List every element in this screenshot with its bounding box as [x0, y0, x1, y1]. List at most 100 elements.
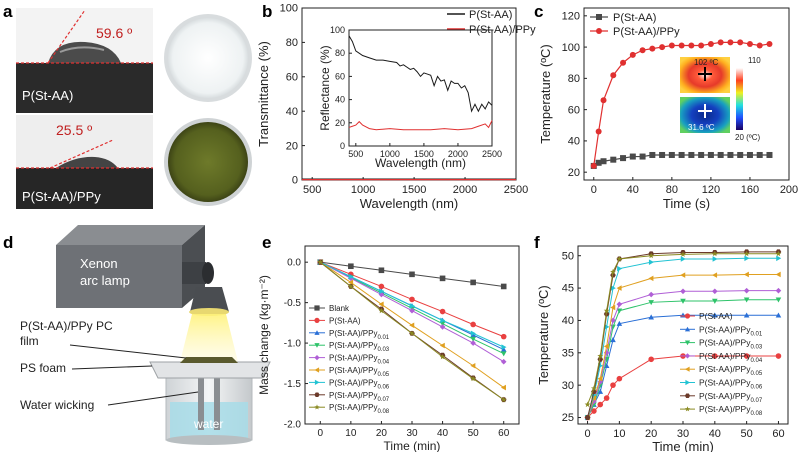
data-point	[409, 271, 415, 278]
data-point	[597, 401, 604, 408]
x-tick-label: 2500	[482, 149, 502, 159]
data-point	[439, 342, 445, 349]
y-axis-label: Mass change (kg·m⁻²)	[257, 275, 271, 395]
x-axis-label: Wavelength (nm)	[375, 156, 466, 170]
data-point	[439, 275, 446, 282]
data-point	[616, 285, 622, 291]
data-point	[737, 39, 744, 46]
data-point	[584, 401, 591, 408]
chart-temperature-pc: 0 10 20 30 40 50 60 25 30 35 40 45 50 Time (min) Tempe…	[536, 245, 789, 452]
data-point	[314, 355, 320, 361]
data-point	[470, 321, 476, 328]
legend-label: P(St-AA)/PPy0.07	[699, 391, 763, 404]
x-tick-label: 60	[772, 428, 784, 440]
data-point	[684, 340, 691, 346]
data-point	[648, 356, 654, 363]
data-point	[595, 159, 602, 166]
data-point	[595, 128, 602, 135]
data-point	[685, 379, 691, 386]
data-point	[597, 375, 603, 382]
data-point	[684, 326, 691, 332]
x-axis-label: Time (min)	[652, 439, 714, 452]
dish-white	[158, 8, 258, 113]
panel-label-e: e	[262, 233, 271, 252]
x-axis-label: Wavelength (nm)	[360, 196, 459, 211]
legend-label: P(St-AA)/PPy	[613, 26, 680, 38]
x-tick-label: 10	[613, 428, 625, 440]
data-point	[680, 298, 686, 304]
data-point	[500, 351, 507, 357]
data-point	[600, 97, 607, 104]
data-point	[596, 14, 602, 20]
y-tick-label: 40	[286, 106, 298, 118]
x-tick-label: 20	[376, 428, 388, 439]
data-point	[616, 308, 623, 314]
data-point	[680, 256, 686, 262]
data-point	[314, 317, 320, 323]
data-point	[470, 362, 476, 369]
droplet-photo-top: 59.6 º P(St-AA)	[16, 8, 153, 113]
y-axis-label: Temperature (ºC)	[538, 44, 553, 143]
panel-label-d: d	[3, 233, 13, 252]
data-point	[684, 393, 691, 399]
data-point	[409, 330, 415, 336]
panel-b: b 500 1000 1500 2000 2500020406080100Wavelen…	[256, 2, 536, 211]
legend-label: P(St-AA)/PPy0.07	[329, 391, 390, 403]
series-line	[348, 35, 493, 113]
data-point	[712, 298, 718, 304]
data-point	[620, 155, 627, 162]
data-point	[591, 395, 597, 401]
y-tick-label: 30	[562, 380, 574, 392]
data-point	[314, 392, 320, 398]
y-tick-label: 100	[562, 42, 580, 54]
data-point	[775, 297, 782, 303]
data-point	[659, 151, 666, 158]
y-tick-label: -1.5	[284, 379, 302, 390]
data-point	[591, 408, 597, 414]
data-point	[604, 324, 610, 330]
data-point	[616, 320, 623, 326]
y-axis-label: Reflectance (%)	[318, 45, 332, 130]
y-tick-label: 40	[568, 136, 580, 148]
data-point	[500, 384, 506, 391]
legend-label: P(St-AA)/PPy0.03	[329, 341, 390, 353]
data-point	[678, 151, 685, 158]
data-point	[743, 312, 750, 318]
x-tick-label: 2500	[504, 184, 528, 196]
x-tick-label: 80	[666, 184, 678, 196]
data-point	[348, 273, 354, 280]
data-point	[470, 375, 477, 382]
chart-transmittance: 500 1000 1500 2000 2500020406080100Wavelengt…	[256, 3, 536, 211]
x-tick-label: 30	[677, 428, 689, 440]
thermal-hot-label: 102 ºC	[694, 58, 718, 67]
thermal-scale-min: 20 (ºC)	[735, 133, 760, 142]
y-tick-label: -1.0	[284, 338, 302, 349]
data-point	[500, 283, 507, 290]
film-label: P(St-AA)/PPy PC film	[20, 319, 116, 348]
x-tick-label: 50	[741, 428, 753, 440]
data-point	[659, 44, 666, 51]
x-tick-label: 1500	[414, 149, 434, 159]
data-point	[711, 250, 718, 257]
plot-frame	[583, 7, 790, 181]
data-point	[470, 336, 476, 342]
data-point	[766, 151, 773, 158]
data-point	[590, 162, 597, 169]
data-point	[746, 40, 753, 47]
y-tick-label: -2.0	[284, 419, 302, 430]
data-point	[668, 151, 675, 158]
data-point	[766, 40, 773, 47]
data-point	[617, 265, 623, 272]
data-point	[680, 288, 686, 295]
y-tick-label: 20	[286, 140, 298, 152]
x-tick-label: 40	[437, 428, 449, 439]
sample-name-bottom: P(St-AA)/PPy	[22, 189, 101, 204]
foam-label: PS foam	[20, 361, 66, 375]
data-point	[684, 353, 691, 359]
data-point	[743, 287, 750, 294]
y-tick-label: 45	[562, 283, 574, 295]
data-point	[707, 151, 714, 158]
thermal-image-inset: 102 ºC 31.6 ºC 110 20 (ºC)	[680, 56, 761, 142]
x-tick-label: 0	[591, 184, 597, 196]
